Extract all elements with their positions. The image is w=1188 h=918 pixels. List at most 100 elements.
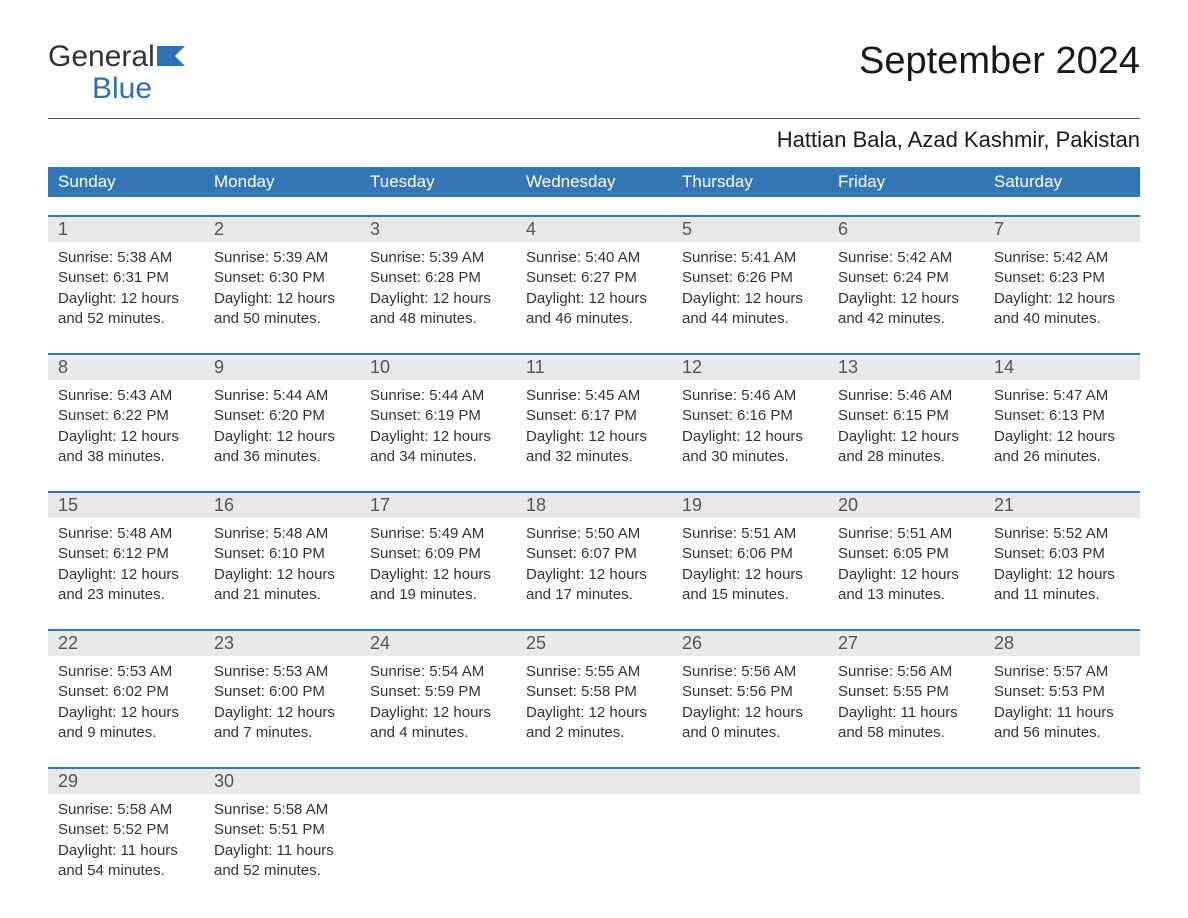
daylight-text-1: Daylight: 11 hours bbox=[838, 703, 974, 723]
day-number: 2 bbox=[204, 217, 360, 242]
sunset-text: Sunset: 6:31 PM bbox=[58, 268, 194, 288]
sunrise-text: Sunrise: 5:41 AM bbox=[682, 248, 818, 268]
day-cell: Sunrise: 5:49 AMSunset: 6:09 PMDaylight:… bbox=[360, 518, 516, 611]
sunrise-text: Sunrise: 5:39 AM bbox=[370, 248, 506, 268]
day-number bbox=[360, 769, 516, 794]
day-cell: Sunrise: 5:52 AMSunset: 6:03 PMDaylight:… bbox=[984, 518, 1140, 611]
sunrise-text: Sunrise: 5:51 AM bbox=[682, 524, 818, 544]
sunrise-text: Sunrise: 5:56 AM bbox=[838, 662, 974, 682]
daylight-text-1: Daylight: 12 hours bbox=[526, 565, 662, 585]
sunrise-text: Sunrise: 5:56 AM bbox=[682, 662, 818, 682]
sunset-text: Sunset: 6:12 PM bbox=[58, 544, 194, 564]
day-number: 24 bbox=[360, 631, 516, 656]
weekday-sunday: Sunday bbox=[48, 167, 204, 197]
sunrise-text: Sunrise: 5:58 AM bbox=[214, 800, 350, 820]
daylight-text-2: and 36 minutes. bbox=[214, 447, 350, 467]
sunset-text: Sunset: 6:23 PM bbox=[994, 268, 1130, 288]
day-cell: Sunrise: 5:58 AMSunset: 5:52 PMDaylight:… bbox=[48, 794, 204, 887]
weekday-thursday: Thursday bbox=[672, 167, 828, 197]
day-number: 16 bbox=[204, 493, 360, 518]
daylight-text-2: and 15 minutes. bbox=[682, 585, 818, 605]
sunset-text: Sunset: 6:00 PM bbox=[214, 682, 350, 702]
sunrise-text: Sunrise: 5:38 AM bbox=[58, 248, 194, 268]
week-row: 2930Sunrise: 5:58 AMSunset: 5:52 PMDayli… bbox=[48, 767, 1140, 887]
sunrise-text: Sunrise: 5:57 AM bbox=[994, 662, 1130, 682]
day-number: 8 bbox=[48, 355, 204, 380]
week-row: 22232425262728Sunrise: 5:53 AMSunset: 6:… bbox=[48, 629, 1140, 749]
daylight-text-2: and 19 minutes. bbox=[370, 585, 506, 605]
day-number bbox=[828, 769, 984, 794]
brand-logo: General Blue bbox=[48, 40, 185, 104]
daylight-text-1: Daylight: 12 hours bbox=[838, 565, 974, 585]
day-number: 23 bbox=[204, 631, 360, 656]
daylight-text-2: and 9 minutes. bbox=[58, 723, 194, 743]
sunset-text: Sunset: 6:30 PM bbox=[214, 268, 350, 288]
day-cell: Sunrise: 5:39 AMSunset: 6:30 PMDaylight:… bbox=[204, 242, 360, 335]
sunset-text: Sunset: 6:20 PM bbox=[214, 406, 350, 426]
logo-text-block: General Blue bbox=[48, 40, 185, 104]
day-cell: Sunrise: 5:42 AMSunset: 6:24 PMDaylight:… bbox=[828, 242, 984, 335]
day-cell: Sunrise: 5:47 AMSunset: 6:13 PMDaylight:… bbox=[984, 380, 1140, 473]
day-cell: Sunrise: 5:53 AMSunset: 6:02 PMDaylight:… bbox=[48, 656, 204, 749]
day-number: 22 bbox=[48, 631, 204, 656]
daylight-text-1: Daylight: 12 hours bbox=[58, 427, 194, 447]
month-title: September 2024 bbox=[859, 40, 1140, 83]
day-number: 28 bbox=[984, 631, 1140, 656]
header: General Blue September 2024 bbox=[48, 40, 1140, 104]
daylight-text-1: Daylight: 11 hours bbox=[214, 841, 350, 861]
sunset-text: Sunset: 5:53 PM bbox=[994, 682, 1130, 702]
weekday-header-row: Sunday Monday Tuesday Wednesday Thursday… bbox=[48, 167, 1140, 197]
daylight-text-2: and 23 minutes. bbox=[58, 585, 194, 605]
day-cell: Sunrise: 5:48 AMSunset: 6:12 PMDaylight:… bbox=[48, 518, 204, 611]
week-row: 891011121314Sunrise: 5:43 AMSunset: 6:22… bbox=[48, 353, 1140, 473]
day-cell: Sunrise: 5:55 AMSunset: 5:58 PMDaylight:… bbox=[516, 656, 672, 749]
sunset-text: Sunset: 5:51 PM bbox=[214, 820, 350, 840]
sunrise-text: Sunrise: 5:42 AM bbox=[838, 248, 974, 268]
daylight-text-1: Daylight: 12 hours bbox=[838, 427, 974, 447]
daylight-text-2: and 21 minutes. bbox=[214, 585, 350, 605]
daylight-text-2: and 2 minutes. bbox=[526, 723, 662, 743]
sunset-text: Sunset: 6:10 PM bbox=[214, 544, 350, 564]
weekday-wednesday: Wednesday bbox=[516, 167, 672, 197]
day-number: 5 bbox=[672, 217, 828, 242]
daylight-text-2: and 58 minutes. bbox=[838, 723, 974, 743]
sunrise-text: Sunrise: 5:39 AM bbox=[214, 248, 350, 268]
daylight-text-2: and 34 minutes. bbox=[370, 447, 506, 467]
sunset-text: Sunset: 6:27 PM bbox=[526, 268, 662, 288]
sunrise-text: Sunrise: 5:49 AM bbox=[370, 524, 506, 544]
day-cell: Sunrise: 5:39 AMSunset: 6:28 PMDaylight:… bbox=[360, 242, 516, 335]
sunset-text: Sunset: 6:17 PM bbox=[526, 406, 662, 426]
calendar: Sunday Monday Tuesday Wednesday Thursday… bbox=[48, 167, 1140, 887]
sunrise-text: Sunrise: 5:50 AM bbox=[526, 524, 662, 544]
sunrise-text: Sunrise: 5:43 AM bbox=[58, 386, 194, 406]
sunset-text: Sunset: 6:03 PM bbox=[994, 544, 1130, 564]
day-cell: Sunrise: 5:44 AMSunset: 6:19 PMDaylight:… bbox=[360, 380, 516, 473]
daylight-text-2: and 11 minutes. bbox=[994, 585, 1130, 605]
day-number: 20 bbox=[828, 493, 984, 518]
day-number: 14 bbox=[984, 355, 1140, 380]
daylight-text-1: Daylight: 12 hours bbox=[994, 427, 1130, 447]
day-cell: Sunrise: 5:41 AMSunset: 6:26 PMDaylight:… bbox=[672, 242, 828, 335]
day-cell: Sunrise: 5:42 AMSunset: 6:23 PMDaylight:… bbox=[984, 242, 1140, 335]
daylight-text-2: and 48 minutes. bbox=[370, 309, 506, 329]
sunrise-text: Sunrise: 5:44 AM bbox=[370, 386, 506, 406]
day-number bbox=[672, 769, 828, 794]
day-number: 26 bbox=[672, 631, 828, 656]
day-cell: Sunrise: 5:54 AMSunset: 5:59 PMDaylight:… bbox=[360, 656, 516, 749]
weekday-saturday: Saturday bbox=[984, 167, 1140, 197]
sunrise-text: Sunrise: 5:46 AM bbox=[838, 386, 974, 406]
daylight-text-1: Daylight: 12 hours bbox=[214, 703, 350, 723]
day-number: 19 bbox=[672, 493, 828, 518]
sunset-text: Sunset: 6:24 PM bbox=[838, 268, 974, 288]
daylight-text-2: and 50 minutes. bbox=[214, 309, 350, 329]
day-number: 1 bbox=[48, 217, 204, 242]
daylight-text-2: and 28 minutes. bbox=[838, 447, 974, 467]
day-number bbox=[516, 769, 672, 794]
sunset-text: Sunset: 6:22 PM bbox=[58, 406, 194, 426]
day-cell: Sunrise: 5:50 AMSunset: 6:07 PMDaylight:… bbox=[516, 518, 672, 611]
sunrise-text: Sunrise: 5:48 AM bbox=[58, 524, 194, 544]
daylight-text-1: Daylight: 11 hours bbox=[994, 703, 1130, 723]
daylight-text-1: Daylight: 12 hours bbox=[214, 565, 350, 585]
day-cell: Sunrise: 5:56 AMSunset: 5:56 PMDaylight:… bbox=[672, 656, 828, 749]
sunset-text: Sunset: 5:59 PM bbox=[370, 682, 506, 702]
